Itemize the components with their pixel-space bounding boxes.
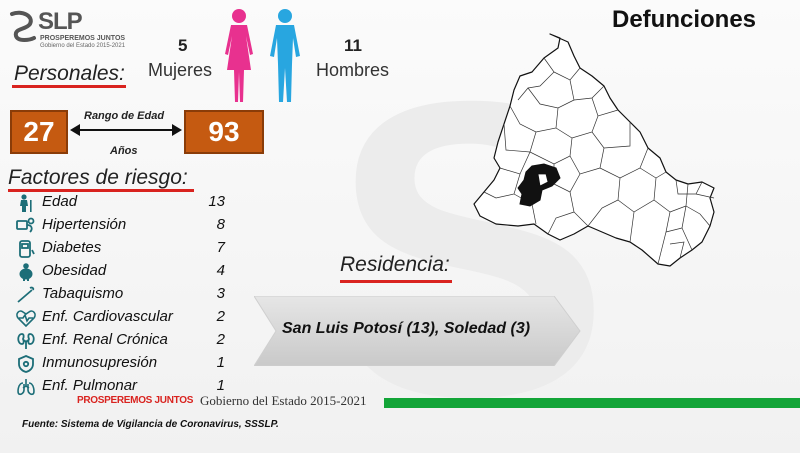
highlighted-municipality-san-luis-potosi [517, 163, 561, 207]
age-unit-label: Años [110, 145, 138, 157]
factor-value: 4 [216, 262, 225, 279]
factor-row: Enf. Renal Crónica 2 [16, 330, 226, 352]
residencia-heading: Residencia: [340, 253, 450, 276]
state-municipal-map [473, 33, 715, 267]
factor-row: Edad 13 [16, 192, 226, 214]
blood-pressure-icon [16, 217, 35, 233]
factor-label: Obesidad [42, 262, 107, 279]
factor-row: Hipertensión 8 [16, 215, 226, 237]
footer-green-bar [384, 398, 800, 408]
source-note: Fuente: Sistema de Vigilancia de Coronav… [22, 419, 279, 430]
logo-text: SLP [38, 8, 83, 35]
factor-label: Diabetes [42, 239, 102, 256]
factor-label: Enf. Renal Crónica [42, 331, 168, 348]
residence-arrow-banner [254, 296, 581, 366]
male-figure-icon [270, 9, 300, 102]
factor-row: Diabetes 7 [16, 238, 226, 260]
factor-label: Edad [42, 193, 78, 210]
age-min-box: 27 [10, 110, 68, 154]
factor-row: Enf. Pulmonar 1 [16, 376, 226, 398]
factor-label: Hipertensión [42, 216, 127, 233]
men-label: Hombres [316, 60, 390, 80]
factor-label: Enf. Cardiovascular [42, 308, 173, 325]
lungs-icon [17, 379, 35, 396]
logo-tagline: PROSPEREMOS JUNTOS [40, 35, 126, 42]
elderly-person-icon [20, 194, 32, 212]
men-count: 11 [344, 36, 362, 55]
factor-row: Obesidad 4 [16, 261, 226, 283]
page-title: Defunciones [612, 6, 757, 33]
factores-underline [8, 189, 194, 192]
female-figure-icon [225, 9, 253, 102]
factor-value: 2 [216, 331, 225, 348]
obese-person-icon [19, 263, 33, 281]
factor-value: 13 [208, 193, 225, 210]
age-range-label: Rango de Edad [84, 110, 165, 122]
factor-row: Inmunosupresión 1 [16, 353, 226, 375]
cigarette-icon [17, 286, 35, 303]
women-count: 5 [178, 36, 188, 55]
factor-label: Tabaquismo [42, 285, 124, 302]
factor-label: Inmunosupresión [42, 354, 158, 371]
residence-text: San Luis Potosí (13), Soledad (3) [282, 320, 531, 337]
footer-tagline: PROSPEREMOS JUNTOS [77, 395, 194, 406]
personales-underline [12, 85, 126, 88]
factores-heading: Factores de riesgo: [8, 166, 188, 189]
footer-government: Gobierno del Estado 2015-2021 [200, 393, 367, 408]
highlighted-municipality-soledad [537, 173, 549, 187]
residencia-underline [340, 280, 452, 283]
double-arrow-icon [70, 124, 182, 136]
factor-value: 1 [216, 377, 225, 394]
shield-icon [18, 355, 34, 373]
factor-label: Enf. Pulmonar [42, 377, 138, 394]
factor-value: 8 [216, 216, 225, 233]
factor-row: Enf. Cardiovascular 2 [16, 307, 226, 329]
factor-value: 7 [216, 239, 225, 256]
state-logo-icon [10, 10, 36, 42]
glucose-meter-icon [19, 240, 35, 258]
factor-row: Tabaquismo 3 [16, 284, 226, 306]
factor-value: 3 [216, 285, 225, 302]
heart-pulse-icon [16, 310, 36, 327]
state-outline [473, 33, 715, 267]
factor-value: 1 [216, 354, 225, 371]
personales-heading: Personales: [14, 62, 125, 85]
logo-subtitle: Gobierno del Estado 2015-2021 [40, 43, 126, 49]
women-label: Mujeres [148, 60, 213, 80]
kidneys-icon [17, 333, 35, 349]
factor-value: 2 [216, 308, 225, 325]
age-max-box: 93 [184, 110, 264, 154]
